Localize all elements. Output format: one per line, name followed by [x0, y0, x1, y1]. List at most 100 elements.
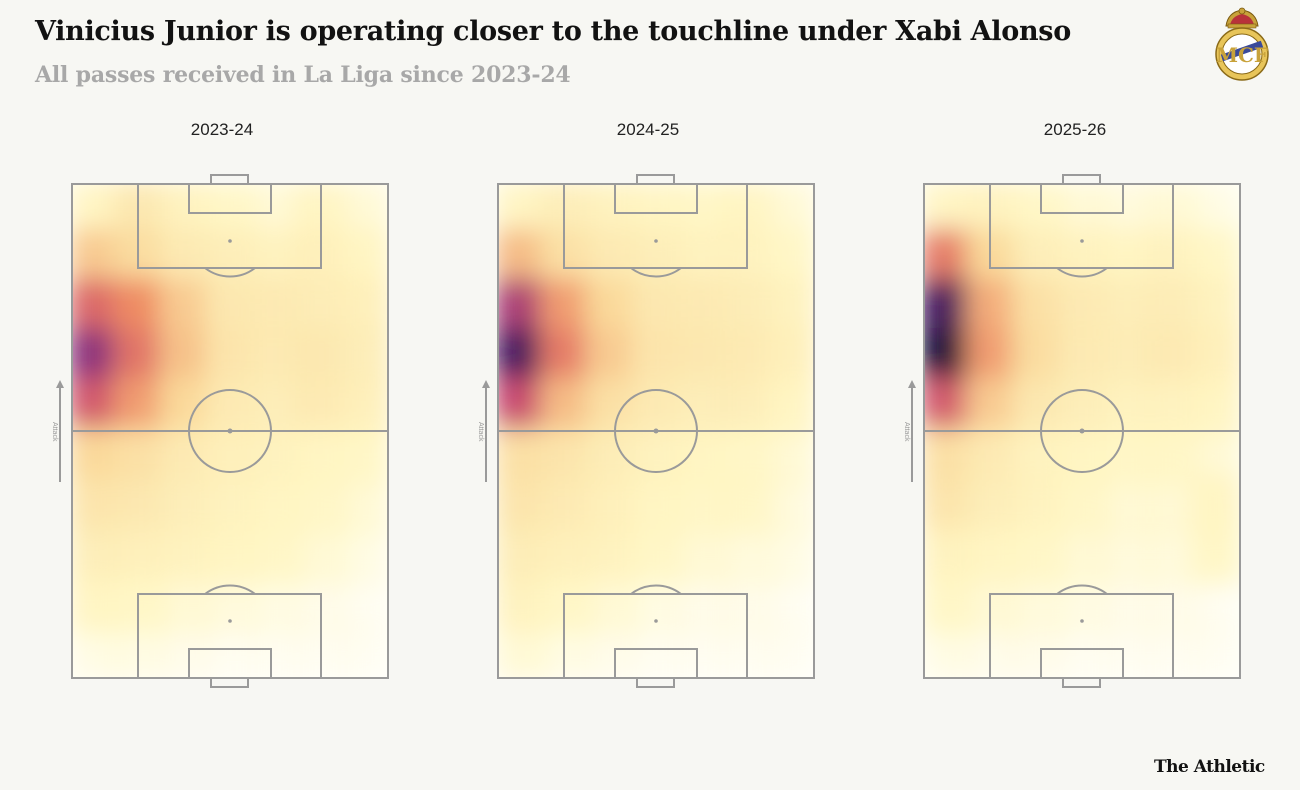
heat-cell — [1055, 184, 1109, 238]
heat-cell — [1100, 575, 1154, 633]
pitch-lines — [497, 174, 815, 688]
heat-cell — [338, 525, 388, 584]
heat-cell — [719, 377, 773, 435]
heat-cell — [72, 328, 122, 386]
heat-cell — [539, 427, 593, 485]
heat-cell — [248, 624, 302, 678]
heat-cell — [1055, 525, 1109, 584]
heat-cell — [113, 328, 167, 386]
heat-cell — [203, 184, 257, 238]
heat-cell — [338, 476, 388, 534]
heat-cell — [248, 575, 302, 633]
heat-cell — [203, 328, 257, 386]
heat-cell — [498, 229, 548, 287]
heat-cell — [629, 377, 683, 435]
heat-cell — [539, 624, 593, 678]
heat-cell — [719, 278, 773, 337]
heat-cell — [498, 575, 548, 633]
heat-cell — [113, 229, 167, 287]
heat-cell — [1100, 427, 1154, 485]
heat-cell — [539, 575, 593, 633]
heat-cell — [498, 377, 548, 435]
heat-cell — [158, 575, 212, 633]
heat-cell — [965, 229, 1019, 287]
heat-cell — [498, 184, 548, 238]
heat-cell — [764, 229, 814, 287]
heat-cell — [1190, 377, 1240, 435]
heat-cell — [203, 624, 257, 678]
heat-cell — [764, 328, 814, 386]
heat-cell — [764, 427, 814, 485]
heat-cell — [338, 278, 388, 337]
heat-cell — [1010, 525, 1064, 584]
brand-logo: The Athletic — [1154, 757, 1265, 777]
heat-cell — [498, 427, 548, 485]
heat-cell — [203, 377, 257, 435]
heat-cell — [584, 184, 638, 238]
real-madrid-crest-icon: MCF — [1215, 7, 1269, 81]
attack-arrow-icon — [56, 380, 64, 482]
heat-cell — [1145, 328, 1199, 386]
heat-cell — [1190, 427, 1240, 485]
heat-cell — [293, 278, 347, 337]
heat-cell — [113, 377, 167, 435]
heat-cell — [338, 328, 388, 386]
heat-cell — [113, 184, 167, 238]
heat-cell — [674, 278, 728, 337]
heat-cell — [72, 184, 122, 238]
heat-cell — [203, 278, 257, 337]
heat-cell — [113, 427, 167, 485]
heat-cell — [158, 427, 212, 485]
heat-cell — [338, 229, 388, 287]
heat-cell — [924, 328, 974, 386]
heat-cell — [113, 624, 167, 678]
heat-cell — [72, 624, 122, 678]
heat-cell — [629, 278, 683, 337]
heat-cell — [1190, 575, 1240, 633]
attack-label: Attack — [51, 422, 58, 442]
heat-cell — [1055, 278, 1109, 337]
heat-cell — [924, 278, 974, 337]
heat-cell — [965, 476, 1019, 534]
heat-cell — [338, 184, 388, 238]
heat-cell — [764, 575, 814, 633]
heat-cell — [203, 525, 257, 584]
chart-subtitle: All passes received in La Liga since 202… — [35, 62, 571, 88]
heat-cell — [719, 476, 773, 534]
heat-cell — [1100, 328, 1154, 386]
heat-cell — [248, 278, 302, 337]
heat-cell — [629, 328, 683, 386]
heat-cell — [629, 427, 683, 485]
heat-cell — [498, 525, 548, 584]
heat-cell — [113, 525, 167, 584]
heat-cell — [584, 328, 638, 386]
heat-cell — [338, 575, 388, 633]
heat-cell — [1010, 328, 1064, 386]
heat-cell — [584, 525, 638, 584]
heat-cell — [629, 624, 683, 678]
chart-title: Vinicius Junior is operating closer to t… — [35, 16, 1071, 47]
heat-cell — [338, 427, 388, 485]
heat-cell — [1010, 427, 1064, 485]
pitch-lines — [923, 174, 1241, 688]
heat-cell — [539, 377, 593, 435]
heat-cell — [1190, 278, 1240, 337]
heat-cell — [924, 575, 974, 633]
heat-cell — [498, 476, 548, 534]
heat-cell — [584, 377, 638, 435]
pitch-heatmap-1 — [497, 174, 815, 688]
heat-cell — [1010, 476, 1064, 534]
heat-cell — [72, 278, 122, 337]
heat-cell — [248, 427, 302, 485]
heat-cell — [965, 184, 1019, 238]
heat-cell — [1010, 184, 1064, 238]
heat-cell — [158, 184, 212, 238]
heat-cell — [72, 575, 122, 633]
heat-cell — [584, 624, 638, 678]
heat-cell — [539, 525, 593, 584]
heat-cell — [924, 229, 974, 287]
heat-cell — [203, 476, 257, 534]
heat-cell — [72, 229, 122, 287]
heat-cell — [1055, 476, 1109, 534]
heat-cell — [539, 184, 593, 238]
